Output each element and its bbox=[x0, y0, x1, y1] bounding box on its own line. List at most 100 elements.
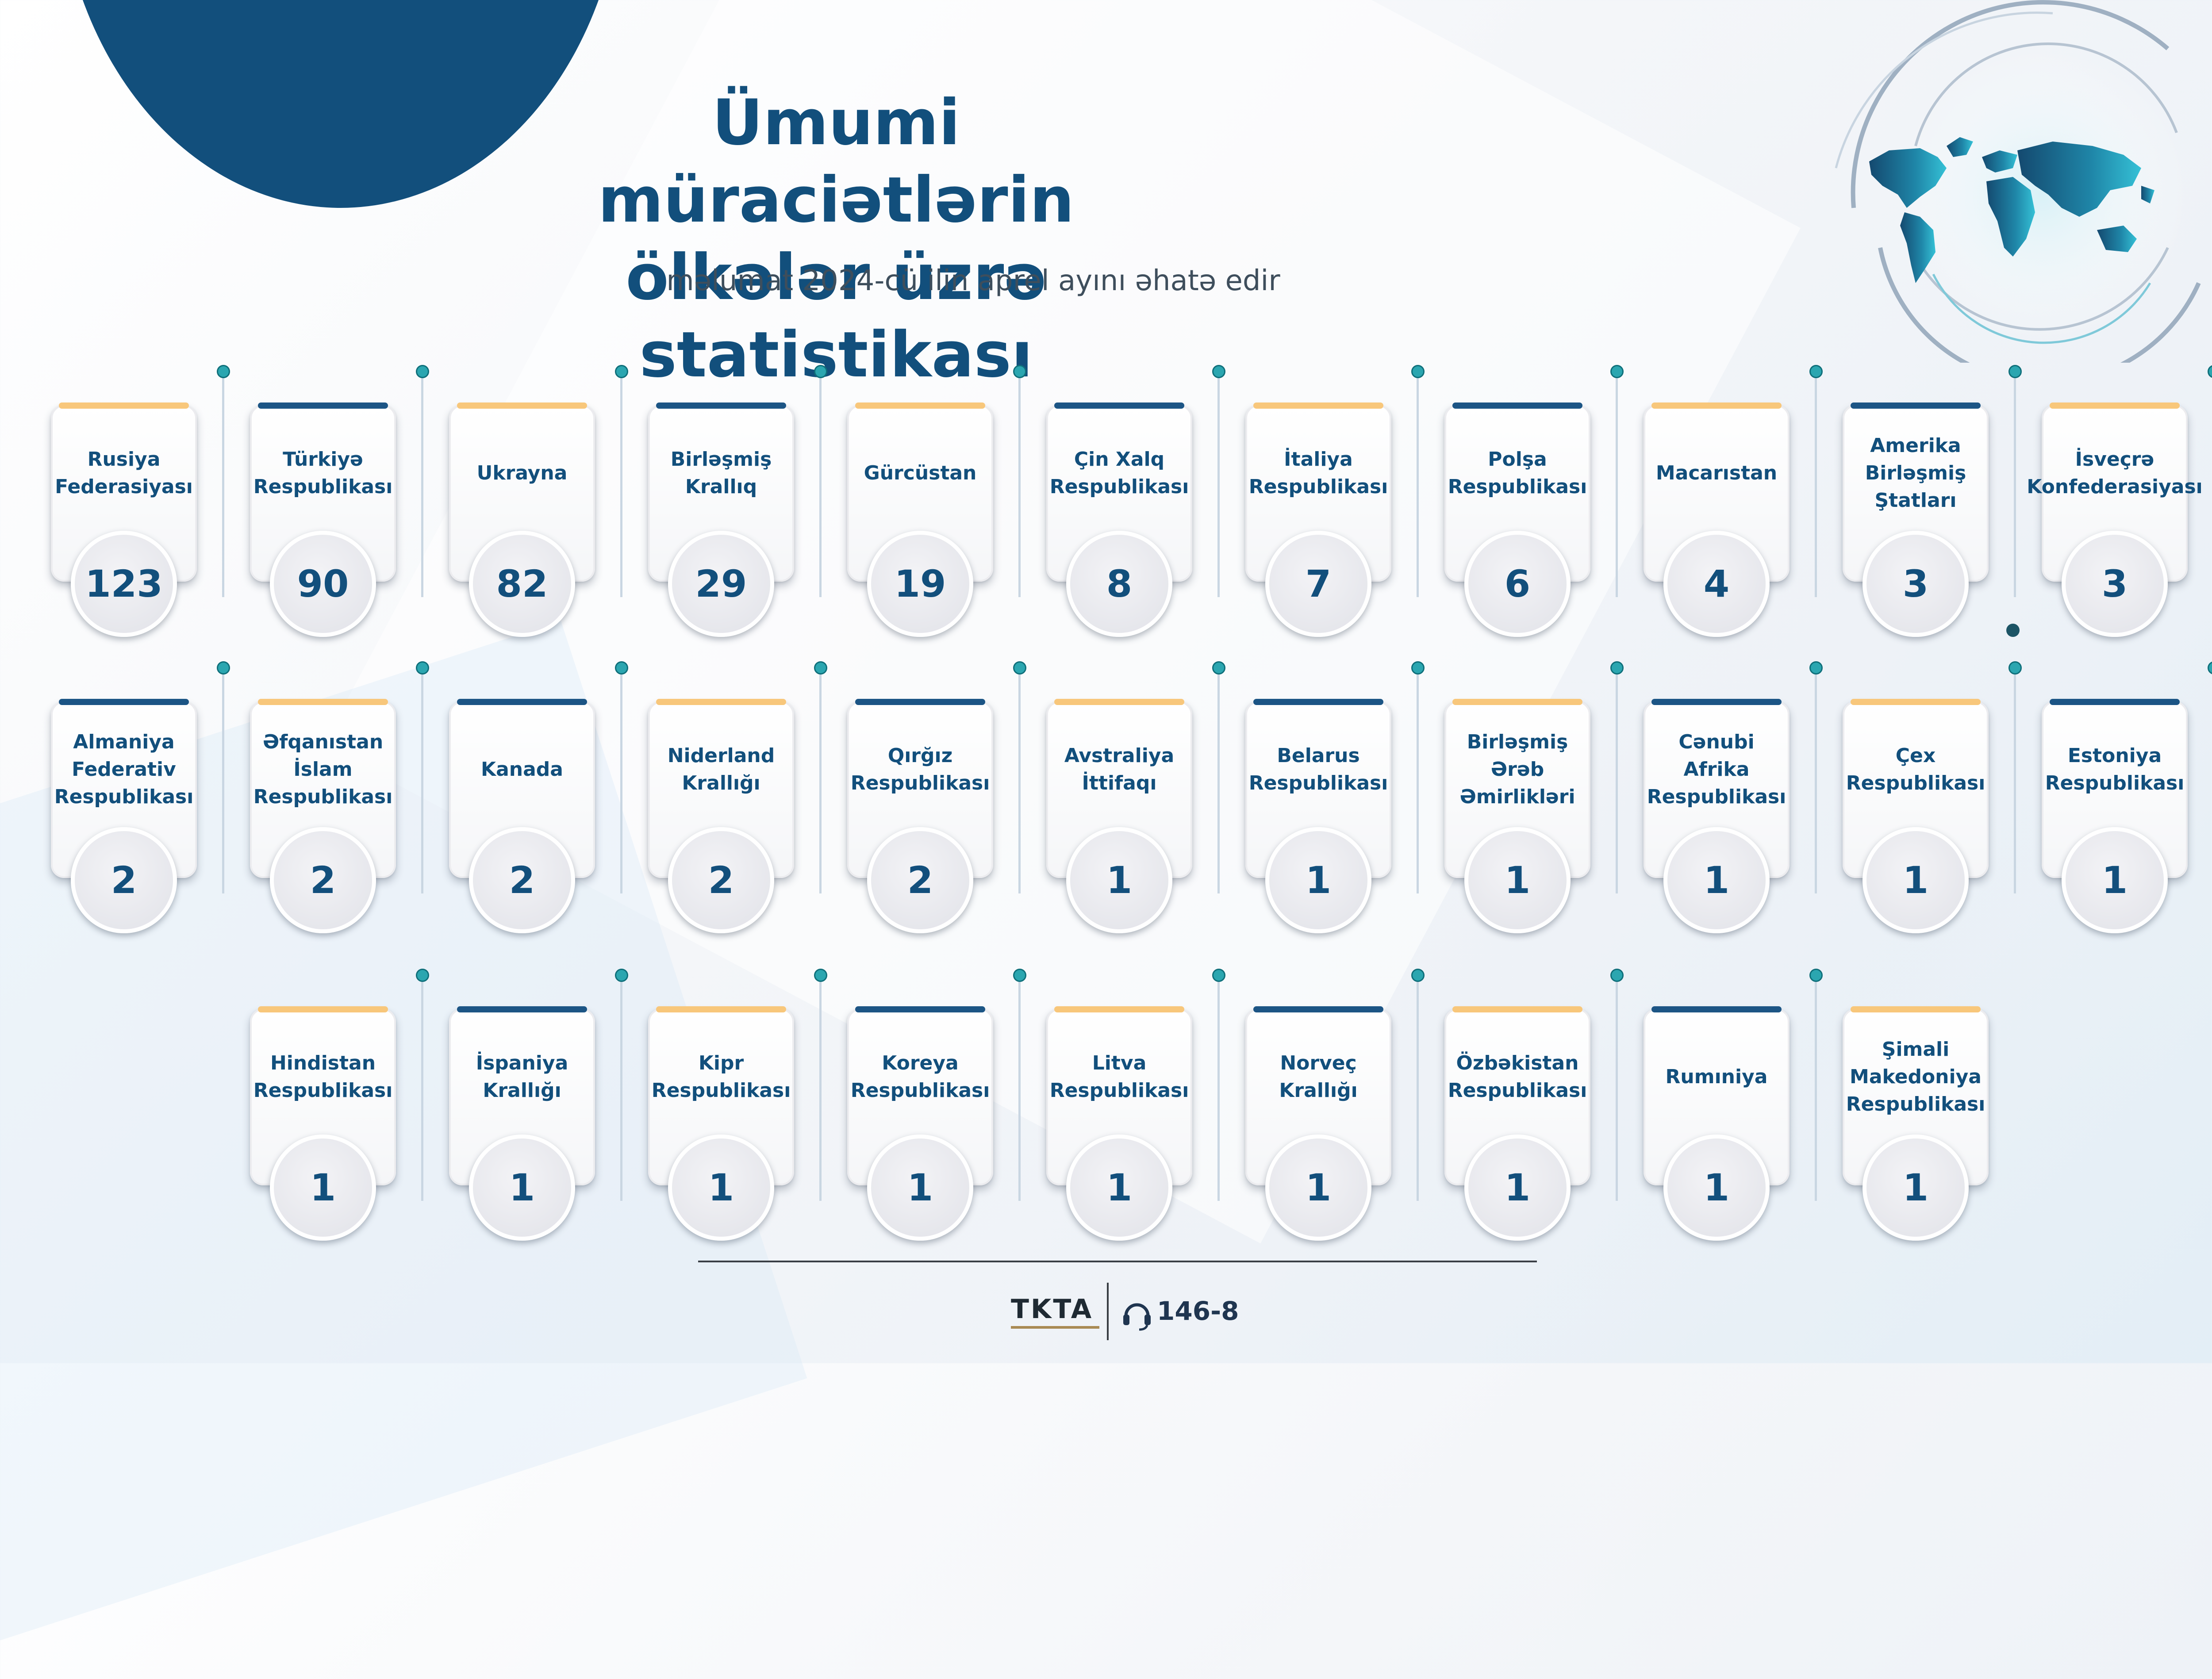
connector-dot bbox=[1013, 661, 1026, 675]
country-name: Ukrayna bbox=[476, 462, 568, 484]
application-count: 1 bbox=[668, 1135, 774, 1241]
connector-line bbox=[222, 672, 224, 893]
card-accent-bar bbox=[1253, 1006, 1383, 1012]
country-card: İsveçrə Konfederasiyası 3 bbox=[2027, 402, 2203, 637]
connector-dot bbox=[416, 661, 429, 675]
card-accent-bar bbox=[59, 402, 189, 409]
connector-line bbox=[819, 376, 822, 597]
footer-divider-line bbox=[698, 1261, 1537, 1262]
connector-dot bbox=[1809, 661, 1823, 675]
connector-dot bbox=[1809, 969, 1823, 982]
application-count: 1 bbox=[1066, 827, 1172, 933]
card-accent-bar bbox=[855, 699, 985, 705]
chart-subtitle: məlumat 2024-cü ilin aprel ayını əhatə e… bbox=[666, 264, 1280, 297]
application-count: 1 bbox=[1863, 827, 1969, 933]
country-card: Estoniya Respublikası 1 bbox=[2042, 699, 2188, 933]
world-map-icon bbox=[1835, 0, 2201, 363]
connector-dot bbox=[1809, 365, 1823, 378]
application-count: 1 bbox=[1066, 1135, 1172, 1241]
connector-line bbox=[1018, 980, 1021, 1201]
connector-dot bbox=[1212, 365, 1225, 378]
connector-line bbox=[819, 980, 822, 1201]
application-count: 7 bbox=[1265, 531, 1371, 637]
country-name: Çex Respublikası bbox=[1846, 744, 1985, 794]
connector-line bbox=[1417, 376, 1419, 597]
country-name: Polşa Respublikası bbox=[1448, 448, 1587, 498]
connector-line bbox=[1217, 672, 1220, 893]
card-accent-bar bbox=[656, 699, 786, 705]
country-card: Hindistan Respublikası 1 bbox=[250, 1006, 396, 1241]
application-count: 4 bbox=[1663, 531, 1770, 637]
country-name: Çin Xalq Respublikası bbox=[1049, 448, 1189, 498]
connector-dot bbox=[814, 969, 827, 982]
connector-dot bbox=[2208, 661, 2212, 675]
country-card: Gürcüstan 19 bbox=[847, 402, 993, 637]
card-accent-bar bbox=[2050, 402, 2180, 409]
application-count: 2 bbox=[469, 827, 575, 933]
country-name: Cənubi Afrika Respublikası bbox=[1647, 731, 1786, 808]
card-accent-bar bbox=[2050, 699, 2180, 705]
country-card: Almaniya Federativ Respublikası 2 bbox=[51, 699, 197, 933]
country-card: Amerika Birləşmiş Ştatları 3 bbox=[1843, 402, 1989, 637]
country-name: Hindistan Respublikası bbox=[253, 1052, 393, 1102]
country-card: İtaliya Respublikası 7 bbox=[1245, 402, 1391, 637]
application-count: 2 bbox=[71, 827, 177, 933]
connector-line bbox=[819, 672, 822, 893]
card-accent-bar bbox=[656, 402, 786, 409]
connector-line bbox=[1815, 376, 1817, 597]
country-name: İsveçrə Konfederasiyası bbox=[2027, 448, 2203, 498]
country-card: Ukrayna 82 bbox=[449, 402, 595, 637]
connector-line bbox=[1018, 672, 1021, 893]
card-accent-bar bbox=[258, 699, 388, 705]
connector-line bbox=[1417, 980, 1419, 1201]
connector-dot bbox=[615, 661, 628, 675]
country-card: Norveç Krallığı 1 bbox=[1245, 1006, 1391, 1241]
country-card: Çin Xalq Respublikası 8 bbox=[1046, 402, 1192, 637]
connector-dot bbox=[814, 365, 827, 378]
card-accent-bar bbox=[1851, 402, 1981, 409]
connector-dot bbox=[217, 661, 230, 675]
country-name: Norveç Krallığı bbox=[1279, 1052, 1358, 1102]
application-count: 1 bbox=[1464, 1135, 1571, 1241]
country-card: Cənubi Afrika Respublikası 1 bbox=[1644, 699, 1790, 933]
card-accent-bar bbox=[656, 1006, 786, 1012]
chart-title: Ümumi müraciətlərin ölkələr üzrə statist… bbox=[598, 86, 1075, 391]
application-count: 3 bbox=[2062, 531, 2168, 637]
country-name: Koreya Respublikası bbox=[850, 1052, 990, 1102]
hotline-number: 146-8 bbox=[1157, 1296, 1239, 1326]
application-count: 1 bbox=[270, 1135, 376, 1241]
application-count: 90 bbox=[270, 531, 376, 637]
country-card: Polşa Respublikası 6 bbox=[1444, 402, 1590, 637]
country-card: Kipr Respublikası 1 bbox=[648, 1006, 794, 1241]
footer-separator bbox=[1107, 1283, 1109, 1340]
connector-dot bbox=[1411, 661, 1425, 675]
application-count: 8 bbox=[1066, 531, 1172, 637]
card-accent-bar bbox=[457, 1006, 587, 1012]
card-accent-bar bbox=[1253, 402, 1383, 409]
card-accent-bar bbox=[855, 402, 985, 409]
country-name: Özbəkistan Respublikası bbox=[1448, 1052, 1587, 1102]
country-name: Qırğız Respublikası bbox=[850, 744, 990, 794]
country-name: Amerika Birləşmiş Ştatları bbox=[1865, 434, 1966, 512]
country-name: Əfqanıstan İslam Respublikası bbox=[253, 731, 393, 808]
connector-dot bbox=[1013, 365, 1026, 378]
country-card: Şimali Makedoniya Respublikası 1 bbox=[1843, 1006, 1989, 1241]
application-count: 2 bbox=[270, 827, 376, 933]
country-card: Qırğız Respublikası 2 bbox=[847, 699, 993, 933]
country-name: Kipr Respublikası bbox=[651, 1052, 791, 1102]
country-card: Əfqanıstan İslam Respublikası 2 bbox=[250, 699, 396, 933]
country-name: Macarıstan bbox=[1655, 462, 1778, 484]
connector-dot bbox=[1610, 661, 1624, 675]
country-name: Niderland Krallığı bbox=[667, 744, 775, 794]
country-name: Kanada bbox=[481, 758, 563, 781]
application-count: 1 bbox=[1863, 1135, 1969, 1241]
application-count: 1 bbox=[1663, 827, 1770, 933]
card-accent-bar bbox=[1452, 699, 1582, 705]
card-accent-bar bbox=[1651, 699, 1782, 705]
card-accent-bar bbox=[1452, 1006, 1582, 1012]
card-accent-bar bbox=[1651, 402, 1782, 409]
connector-line bbox=[1417, 672, 1419, 893]
card-accent-bar bbox=[1651, 1006, 1782, 1012]
country-name: İspaniya Krallığı bbox=[476, 1052, 568, 1102]
connector-dot bbox=[814, 661, 827, 675]
